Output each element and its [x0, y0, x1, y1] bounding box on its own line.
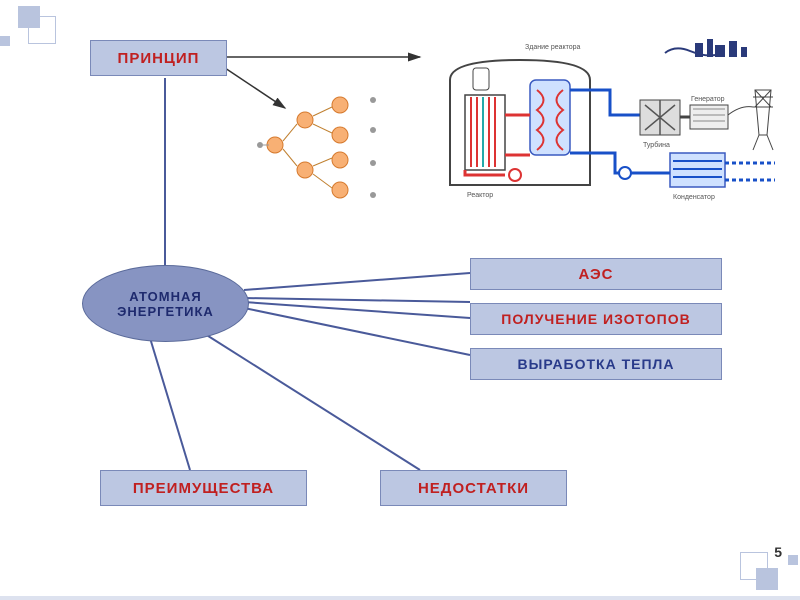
- label-heat: ВЫРАБОТКА ТЕПЛА: [518, 356, 675, 372]
- plate-isotopes: ПОЛУЧЕНИЕ ИЗОТОПОВ: [470, 303, 722, 335]
- svg-text:Реактор: Реактор: [467, 192, 493, 199]
- label-disadvantages: НЕДОСТАТКИ: [418, 480, 529, 497]
- plate-aes: АЭС: [470, 258, 722, 290]
- svg-text:Генератор: Генератор: [691, 96, 725, 103]
- svg-text:Турбина: Турбина: [643, 141, 670, 149]
- plate-disadvantages: НЕДОСТАТКИ: [380, 470, 567, 506]
- decor-outline-1: [28, 16, 56, 44]
- label-nuclear-l1: АТОМНАЯ: [117, 289, 214, 304]
- page-number: 5: [774, 544, 782, 560]
- decor-square-4: [788, 555, 798, 565]
- plate-advantages: ПРЕИМУЩЕСТВА: [100, 470, 307, 506]
- svg-text:Конденсатор: Конденсатор: [673, 194, 715, 201]
- fission-illustration: [245, 75, 395, 215]
- decor-square-3: [756, 568, 778, 590]
- label-aes: АЭС: [579, 266, 614, 283]
- plate-principle: ПРИНЦИП: [90, 40, 227, 76]
- svg-text:Здание реактора: Здание реактора: [525, 44, 581, 51]
- bottom-border: [0, 596, 800, 600]
- label-advantages: ПРЕИМУЩЕСТВА: [133, 480, 274, 497]
- plate-heat: ВЫРАБОТКА ТЕПЛА: [470, 348, 722, 380]
- reactor-schematic: Здание реактора Турбина Генератор: [415, 35, 785, 215]
- decor-square-2: [0, 36, 10, 46]
- label-nuclear-l2: ЭНЕРГЕТИКА: [117, 304, 214, 319]
- label-isotopes: ПОЛУЧЕНИЕ ИЗОТОПОВ: [501, 311, 690, 327]
- label-principle: ПРИНЦИП: [118, 50, 200, 67]
- oval-nuclear-energy: АТОМНАЯ ЭНЕРГЕТИКА: [82, 265, 249, 342]
